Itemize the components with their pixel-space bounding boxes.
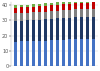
Bar — [38, 4, 41, 6]
Bar — [38, 6, 41, 12]
Bar — [74, 9, 77, 17]
Bar — [20, 13, 23, 21]
Bar — [50, 19, 53, 40]
Bar — [92, 2, 95, 9]
Bar — [80, 9, 83, 17]
Bar — [44, 41, 47, 66]
Bar — [14, 42, 17, 66]
Bar — [20, 41, 23, 66]
Bar — [50, 3, 53, 5]
Bar — [74, 1, 77, 3]
Bar — [74, 17, 77, 39]
Bar — [80, 39, 83, 66]
Bar — [32, 12, 35, 20]
Bar — [56, 5, 59, 11]
Bar — [86, 3, 89, 9]
Bar — [14, 21, 17, 42]
Bar — [38, 20, 41, 41]
Bar — [56, 11, 59, 19]
Bar — [80, 17, 83, 39]
Bar — [14, 5, 17, 8]
Bar — [32, 7, 35, 12]
Bar — [56, 19, 59, 40]
Bar — [62, 18, 65, 40]
Bar — [26, 5, 29, 7]
Bar — [86, 0, 89, 3]
Bar — [14, 13, 17, 21]
Bar — [32, 20, 35, 41]
Bar — [38, 12, 41, 20]
Bar — [62, 2, 65, 4]
Bar — [86, 9, 89, 17]
Bar — [80, 1, 83, 3]
Bar — [20, 7, 23, 13]
Bar — [62, 40, 65, 66]
Bar — [20, 21, 23, 41]
Bar — [68, 4, 71, 10]
Bar — [86, 17, 89, 39]
Bar — [44, 6, 47, 12]
Bar — [56, 40, 59, 66]
Bar — [86, 39, 89, 66]
Bar — [92, 39, 95, 66]
Bar — [32, 4, 35, 7]
Bar — [74, 39, 77, 66]
Bar — [74, 3, 77, 9]
Bar — [62, 4, 65, 10]
Bar — [62, 10, 65, 18]
Bar — [50, 5, 53, 11]
Bar — [92, 0, 95, 2]
Bar — [50, 11, 53, 19]
Bar — [44, 12, 47, 19]
Bar — [80, 3, 83, 9]
Bar — [32, 41, 35, 66]
Bar — [50, 40, 53, 66]
Bar — [68, 18, 71, 39]
Bar — [14, 8, 17, 13]
Bar — [44, 19, 47, 41]
Bar — [68, 10, 71, 18]
Bar — [26, 20, 29, 41]
Bar — [56, 2, 59, 5]
Bar — [68, 1, 71, 4]
Bar — [38, 41, 41, 66]
Bar — [68, 39, 71, 66]
Bar — [26, 7, 29, 13]
Bar — [26, 13, 29, 20]
Bar — [20, 5, 23, 7]
Bar — [92, 17, 95, 39]
Bar — [44, 3, 47, 6]
Bar — [92, 9, 95, 17]
Bar — [26, 41, 29, 66]
